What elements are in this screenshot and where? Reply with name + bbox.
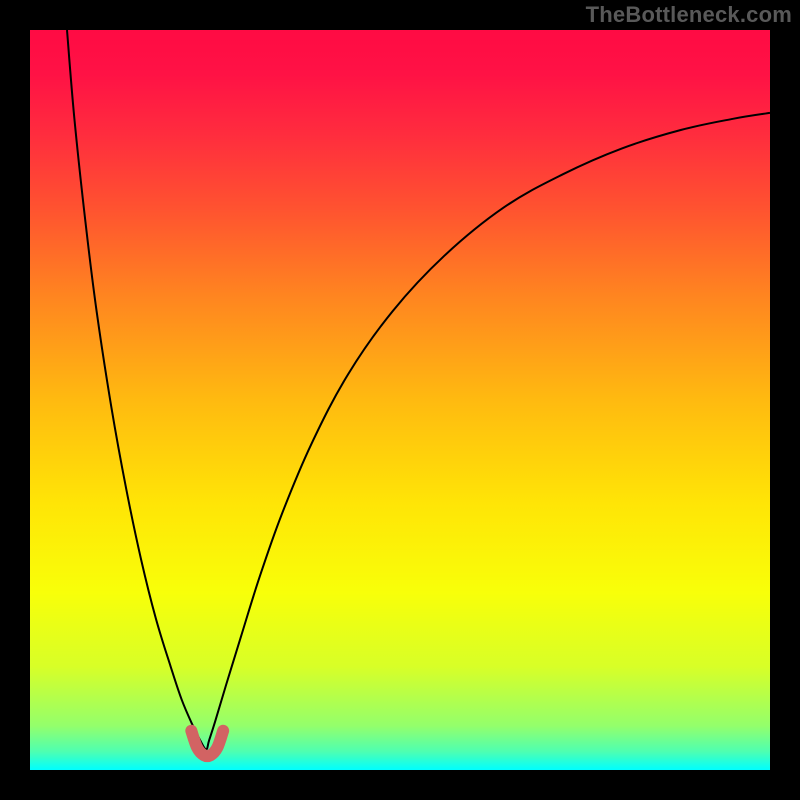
- plot-background: [30, 30, 770, 770]
- plot-svg: [30, 30, 770, 770]
- watermark-text: TheBottleneck.com: [586, 2, 792, 28]
- plot-area: [30, 30, 770, 770]
- chart-frame: TheBottleneck.com: [0, 0, 800, 800]
